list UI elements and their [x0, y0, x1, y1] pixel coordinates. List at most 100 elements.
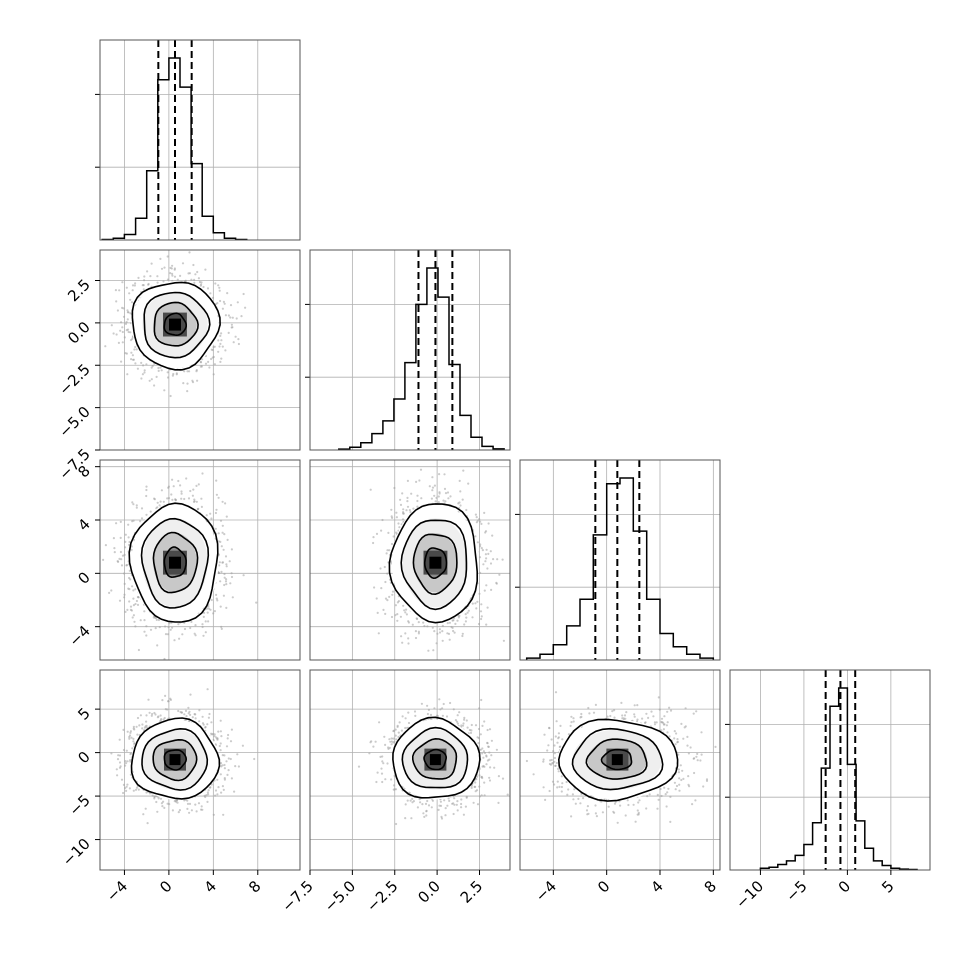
sample-point [132, 604, 135, 607]
panel-frame [99, 249, 301, 451]
sample-point [159, 500, 162, 503]
sample-point [130, 358, 133, 361]
sample-point [126, 373, 129, 376]
sample-point [136, 367, 139, 370]
sample-point [125, 564, 129, 567]
sample-point [443, 663, 445, 665]
sample-point [214, 527, 217, 530]
sample-point [201, 623, 204, 626]
sample-point [403, 609, 406, 612]
sample-point [166, 497, 169, 500]
sample-point [132, 614, 135, 617]
sample-point [204, 631, 207, 634]
sample-point [156, 644, 159, 647]
sample-point [219, 580, 222, 583]
sample-point [157, 618, 160, 622]
sample-point [186, 390, 189, 393]
sample-point [158, 504, 161, 507]
sample-point [417, 630, 420, 633]
sample-point [171, 478, 174, 481]
sample-point [156, 281, 159, 284]
sample-point [448, 638, 451, 641]
sample-point [220, 545, 223, 548]
sample-point [145, 634, 148, 637]
sample-point [406, 496, 409, 499]
sample-point [438, 628, 441, 631]
panel-frame [99, 39, 301, 241]
sample-point [229, 582, 232, 585]
sample-point [225, 565, 228, 568]
sample-point [221, 524, 224, 527]
sample-point [207, 360, 210, 363]
sample-point [149, 628, 153, 631]
sample-point [224, 502, 227, 505]
sample-point [384, 597, 388, 600]
sample-point [119, 536, 122, 540]
sample-point [482, 563, 485, 566]
sample-point [223, 302, 226, 305]
sample-point [129, 605, 133, 608]
sample-point [395, 516, 398, 519]
sample-point [124, 352, 127, 355]
sample-point [162, 500, 165, 503]
sample-point [188, 370, 191, 373]
sample-point [225, 563, 228, 566]
sample-point [125, 286, 128, 289]
sample-point [170, 493, 173, 496]
sample-point [171, 626, 174, 629]
sample-point [435, 642, 438, 645]
sample-point [187, 497, 191, 500]
sample-point [227, 331, 230, 334]
sample-point [216, 302, 219, 305]
sample-point [392, 535, 395, 538]
sample-point [200, 505, 203, 508]
sample-point [217, 571, 220, 574]
sample-point [102, 558, 105, 562]
sample-point [197, 277, 200, 280]
sample-point [119, 520, 122, 524]
sample-point [228, 560, 231, 563]
sample-point [123, 596, 126, 599]
sample-point [153, 498, 156, 501]
sample-point [208, 607, 211, 610]
contour-level-3 [131, 281, 221, 371]
sample-point [416, 499, 419, 503]
sample-point [192, 263, 195, 267]
sample-point [399, 615, 402, 618]
sample-point [437, 495, 440, 498]
sample-point [159, 366, 162, 369]
sample-point [377, 632, 380, 635]
sample-point [224, 349, 227, 352]
sample-point [459, 490, 462, 493]
contour-level-3 [128, 502, 219, 623]
sample-point [206, 607, 209, 610]
sample-point [126, 309, 129, 312]
histogram-panel-2 [515, 459, 721, 661]
sample-point [202, 615, 205, 619]
sample-point [137, 276, 140, 279]
sample-point [223, 533, 226, 536]
sample-point [484, 553, 487, 556]
sample-point [149, 510, 152, 513]
sample-point [112, 537, 115, 540]
sample-point [168, 622, 171, 625]
sample-point [124, 540, 127, 544]
sample-point [480, 617, 483, 621]
sample-point [443, 473, 446, 476]
sample-point [225, 578, 228, 581]
sample-point [196, 508, 199, 511]
sample-point [384, 612, 387, 616]
sample-point [201, 472, 204, 475]
sample-point [134, 625, 137, 628]
sample-point [163, 266, 166, 269]
sample-point [117, 341, 120, 344]
sample-point [213, 363, 216, 366]
sample-point [120, 360, 123, 363]
sample-point [189, 489, 192, 493]
sample-point [180, 492, 183, 495]
sample-point [215, 593, 218, 597]
sample-point [210, 598, 213, 602]
sample-point [435, 496, 438, 499]
sample-point [215, 508, 218, 511]
sample-point [217, 496, 220, 499]
